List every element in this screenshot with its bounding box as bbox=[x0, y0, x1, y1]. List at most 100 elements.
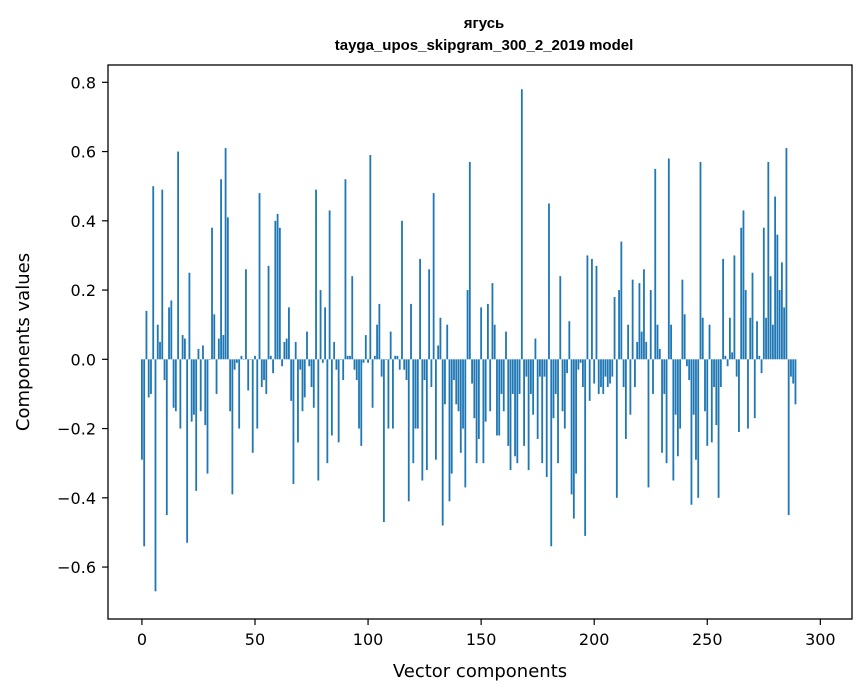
bar bbox=[548, 203, 550, 360]
bar bbox=[586, 255, 589, 360]
bar bbox=[430, 359, 433, 388]
bar bbox=[518, 359, 521, 394]
bar bbox=[161, 189, 164, 360]
bar bbox=[516, 359, 519, 464]
y-axis: −0.6 −0.4 −0.2 0.0 0.2 0.4 0.6 0.8 bbox=[57, 73, 108, 577]
bar bbox=[496, 359, 498, 436]
bar bbox=[398, 359, 401, 370]
bar bbox=[728, 317, 731, 360]
bar bbox=[749, 317, 752, 360]
y-tick-label: −0.2 bbox=[57, 420, 96, 439]
bar bbox=[776, 234, 779, 360]
bar bbox=[272, 359, 274, 374]
bar bbox=[520, 89, 523, 360]
bar bbox=[174, 359, 177, 412]
bar bbox=[238, 359, 241, 429]
bar bbox=[211, 227, 213, 360]
bar bbox=[654, 168, 657, 360]
bar bbox=[362, 359, 365, 363]
bar bbox=[159, 342, 161, 360]
bar bbox=[735, 359, 738, 377]
bar bbox=[611, 359, 614, 377]
bar bbox=[258, 193, 261, 360]
bar bbox=[767, 161, 770, 360]
bar bbox=[505, 331, 507, 360]
bar bbox=[679, 359, 682, 429]
bar bbox=[181, 335, 184, 360]
bar bbox=[600, 359, 602, 388]
bar bbox=[690, 359, 693, 505]
bar bbox=[667, 158, 670, 360]
bar bbox=[697, 359, 700, 498]
bar bbox=[622, 359, 625, 388]
bar bbox=[489, 359, 492, 412]
bar bbox=[163, 359, 166, 381]
bar bbox=[572, 359, 575, 519]
bar bbox=[444, 359, 446, 405]
bar bbox=[699, 161, 702, 360]
x-tick-label: 200 bbox=[579, 630, 610, 649]
x-tick-label: 100 bbox=[353, 630, 384, 649]
bar bbox=[188, 272, 191, 360]
bar bbox=[310, 359, 313, 388]
bar bbox=[710, 359, 713, 443]
y-tick-label: 0.0 bbox=[71, 350, 96, 369]
bar bbox=[534, 338, 537, 360]
bar bbox=[168, 307, 170, 360]
bar bbox=[231, 359, 234, 495]
bar bbox=[276, 213, 279, 360]
bar bbox=[247, 359, 250, 391]
bar bbox=[224, 148, 227, 360]
bar bbox=[154, 359, 157, 592]
bar bbox=[683, 314, 686, 360]
bar bbox=[511, 359, 514, 394]
bar bbox=[373, 355, 376, 360]
bar bbox=[321, 359, 324, 363]
bar bbox=[278, 227, 281, 360]
bar bbox=[199, 359, 202, 412]
bar bbox=[790, 359, 792, 377]
bar bbox=[249, 359, 252, 360]
y-tick-label: 0.4 bbox=[71, 212, 96, 231]
bar bbox=[604, 359, 607, 377]
bar bbox=[753, 359, 756, 419]
bar bbox=[466, 290, 469, 360]
bar bbox=[588, 359, 591, 401]
bar bbox=[665, 359, 668, 464]
bar bbox=[631, 279, 634, 360]
bar bbox=[389, 331, 392, 360]
bar bbox=[674, 359, 677, 415]
bar bbox=[385, 359, 388, 360]
bar bbox=[423, 359, 426, 381]
bar bbox=[692, 359, 695, 415]
bar bbox=[543, 359, 546, 377]
bar bbox=[346, 355, 349, 360]
bar bbox=[245, 269, 247, 360]
bar bbox=[706, 359, 709, 446]
bar bbox=[410, 303, 412, 360]
bar bbox=[428, 269, 431, 360]
bar bbox=[715, 359, 718, 426]
bar bbox=[762, 227, 765, 360]
bar bbox=[656, 324, 659, 360]
bar bbox=[462, 359, 464, 429]
bar bbox=[493, 324, 496, 360]
bar bbox=[550, 359, 553, 547]
y-tick-label: −0.4 bbox=[57, 489, 96, 508]
bar bbox=[376, 324, 379, 360]
bar bbox=[629, 359, 632, 415]
bar bbox=[670, 324, 672, 360]
bar bbox=[301, 359, 304, 412]
bar bbox=[457, 359, 460, 412]
bar bbox=[774, 196, 777, 360]
bar bbox=[579, 359, 582, 363]
bar bbox=[792, 359, 795, 384]
bar bbox=[441, 359, 444, 526]
bar bbox=[206, 359, 209, 474]
bar bbox=[351, 276, 354, 360]
bar bbox=[401, 220, 403, 360]
bar bbox=[170, 300, 173, 360]
bar bbox=[186, 359, 189, 543]
bar bbox=[256, 359, 259, 429]
bar bbox=[197, 348, 200, 360]
